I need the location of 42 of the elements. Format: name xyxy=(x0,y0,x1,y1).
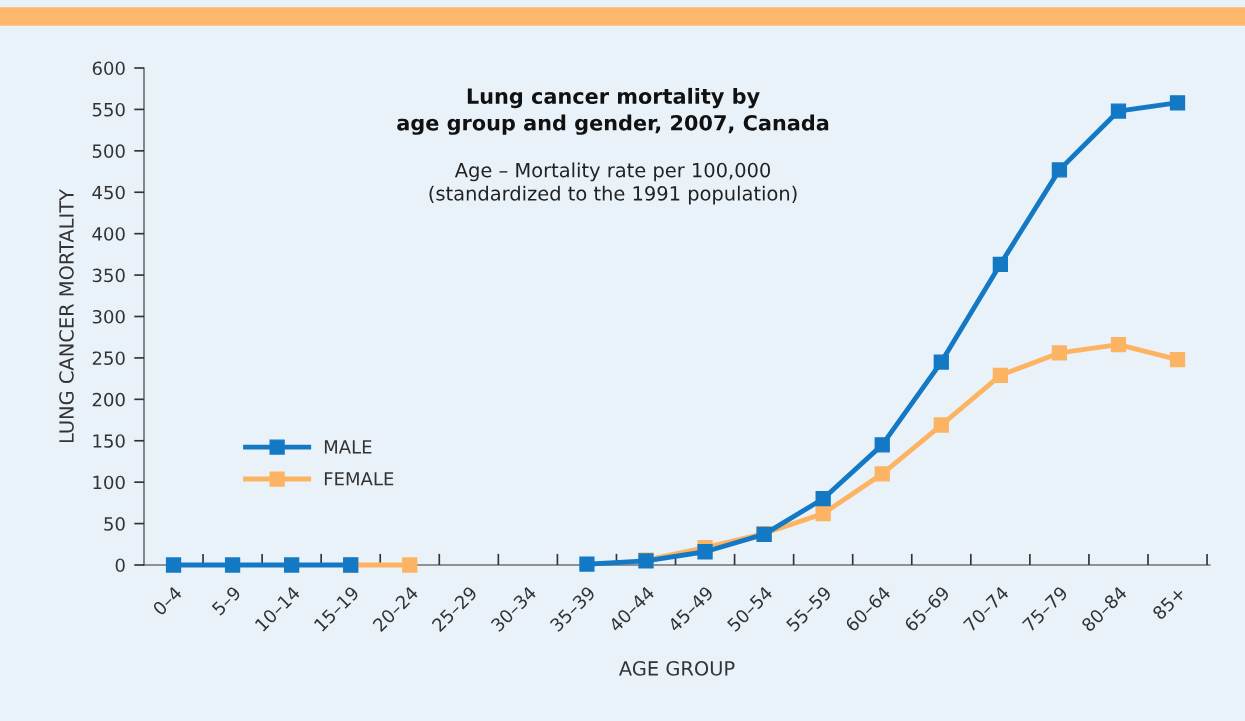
x-tick-label: 0–4 xyxy=(151,585,183,617)
y-tick-label: 50 xyxy=(104,517,125,531)
point xyxy=(874,466,890,482)
point xyxy=(1110,337,1127,353)
x-axis-title: AGE GROUP xyxy=(618,661,735,676)
text: Age – Mortality rate per 100,000 (standardized to the 1991 population) xyxy=(429,162,797,205)
point xyxy=(815,506,831,522)
point xyxy=(1051,345,1068,361)
point xyxy=(933,354,949,370)
point xyxy=(992,256,1008,272)
point xyxy=(1051,162,1068,178)
y-tick-label: 100 xyxy=(93,475,125,490)
y-axis-title: LUNG CANCER MORTALITY xyxy=(59,188,74,443)
point xyxy=(933,417,949,433)
point xyxy=(1169,95,1186,111)
y-tick-label: 300 xyxy=(92,309,125,324)
y-tick-label: 200 xyxy=(92,392,125,407)
point xyxy=(579,556,595,572)
point xyxy=(402,557,418,573)
x-tick-label: 5–9 xyxy=(211,585,242,616)
point xyxy=(874,437,890,453)
legend-label: MALE xyxy=(324,440,372,454)
y-tick-label: 250 xyxy=(92,351,125,366)
point xyxy=(992,367,1008,383)
y-tick-label: 600 xyxy=(92,61,125,76)
y-tick-label: 150 xyxy=(93,434,125,448)
y-tick-label: 350 xyxy=(92,268,125,283)
point xyxy=(284,557,300,573)
point xyxy=(224,557,241,573)
y-tick-label: 0 xyxy=(115,558,125,573)
point xyxy=(1110,103,1127,119)
point xyxy=(697,544,713,560)
point xyxy=(165,557,182,573)
point xyxy=(815,491,831,507)
y-tick-label: 500 xyxy=(92,144,125,158)
x-tick-label: 85+ xyxy=(1151,586,1187,621)
legend-label: FEMALE xyxy=(324,472,394,486)
y-tick-label: 550 xyxy=(92,102,125,117)
y-tick-label: 450 xyxy=(92,185,125,200)
point xyxy=(1169,351,1186,368)
y-tick-label: 400 xyxy=(92,227,125,241)
text: Lung cancer mortality by age group and gender, 2007, Canada xyxy=(397,87,829,135)
